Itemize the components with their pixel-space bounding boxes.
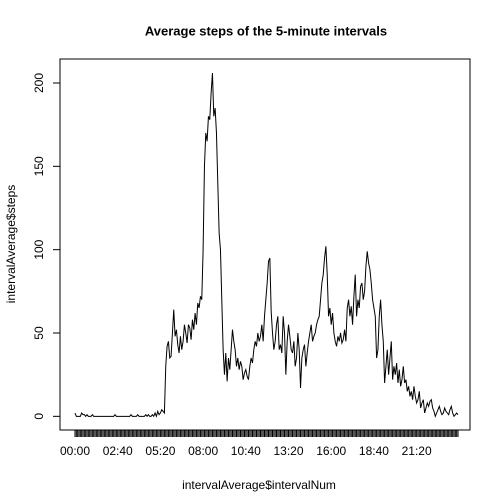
x-tick-label: 10:40 bbox=[231, 444, 261, 458]
series-line bbox=[74, 72, 459, 418]
y-tick-label: 200 bbox=[32, 73, 46, 93]
x-tick-label: 08:00 bbox=[188, 444, 218, 458]
y-tick-label: 50 bbox=[32, 326, 46, 340]
y-tick-label: 150 bbox=[32, 156, 46, 176]
x-tick-label: 00:00 bbox=[60, 444, 90, 458]
x-axis-title: intervalAverage$intervalNum bbox=[182, 478, 336, 492]
x-tick-label: 05:20 bbox=[145, 444, 175, 458]
y-tick-label: 100 bbox=[32, 239, 46, 259]
x-tick-label: 02:40 bbox=[103, 444, 133, 458]
chart-title: Average steps of the 5-minute intervals bbox=[145, 23, 387, 38]
x-tick-label: 13:20 bbox=[274, 444, 304, 458]
y-axis-title: intervalAverage$steps bbox=[4, 185, 18, 304]
plot-box bbox=[59, 58, 471, 431]
x-tick-label: 18:40 bbox=[359, 444, 389, 458]
y-tick-label: 0 bbox=[32, 413, 46, 420]
x-tick-label: 21:20 bbox=[402, 444, 432, 458]
x-tick-label: 16:00 bbox=[316, 444, 346, 458]
